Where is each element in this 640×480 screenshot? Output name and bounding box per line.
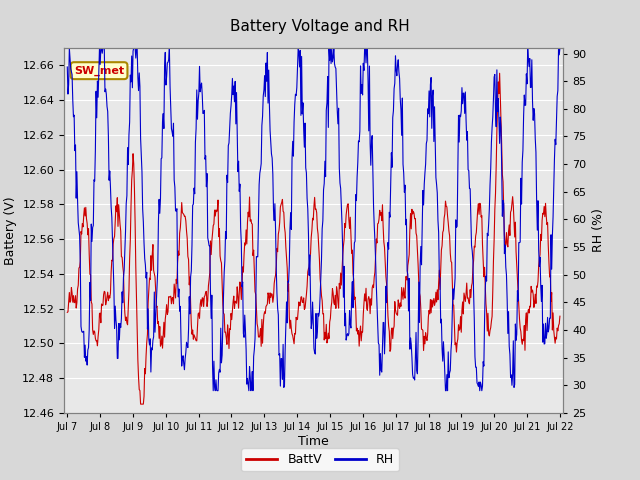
BattV [556,313,564,319]
RH [63,64,71,70]
RH [200,110,207,116]
RH [374,340,382,346]
Y-axis label: Battery (V): Battery (V) [4,196,17,264]
BattV [63,310,71,315]
Y-axis label: RH (%): RH (%) [592,208,605,252]
RH [556,45,564,51]
BattV [173,260,181,266]
Legend: BattV, RH: BattV, RH [241,448,399,471]
BattV [374,221,381,227]
RH [95,45,103,51]
BattV [200,304,207,310]
X-axis label: Time: Time [298,434,329,448]
Text: Battery Voltage and RH: Battery Voltage and RH [230,19,410,34]
RH [389,115,397,120]
RH [173,276,181,282]
RH [72,195,80,201]
Line: RH: RH [67,48,560,391]
Line: BattV: BattV [67,73,560,404]
BattV [137,401,145,407]
BattV [388,325,396,331]
RH [124,145,131,151]
Text: SW_met: SW_met [74,66,124,76]
RH [209,388,217,394]
BattV [72,305,80,311]
BattV [123,320,131,326]
BattV [496,71,504,76]
